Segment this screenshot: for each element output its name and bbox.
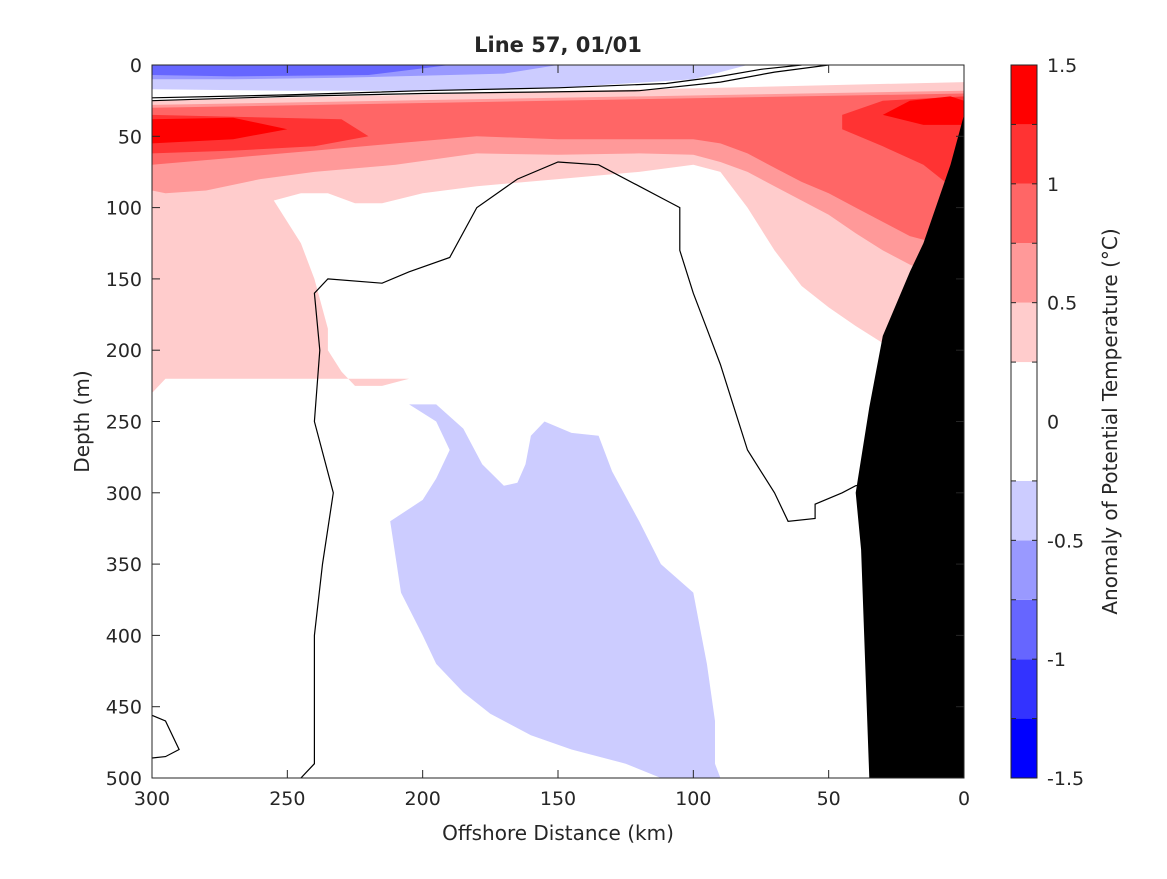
y-axis-label: Depth (m)	[70, 370, 94, 472]
zero-contour-line	[300, 161, 883, 778]
x-tick-label: 50	[817, 788, 841, 810]
colorbar-swatch-neg_faint	[1011, 480, 1037, 541]
colorbar-tick-label: -1	[1047, 649, 1066, 671]
x-tick-label: 100	[675, 788, 711, 810]
x-axis-ticks: 300 250 200 150 100 50 0	[134, 65, 970, 810]
colorbar-frame	[1010, 64, 1038, 779]
contour-region-pos_deep	[882, 96, 964, 125]
y-tick-label: 100	[106, 198, 142, 220]
contour-region-neg_faint	[390, 404, 721, 778]
colorbar-tick-label: 1.5	[1047, 55, 1077, 77]
colorbar-tick-label: -0.5	[1047, 530, 1084, 552]
colorbar-swatch-pos_faint	[1011, 302, 1037, 363]
colorbar	[1010, 64, 1038, 779]
y-tick-label: 250	[106, 412, 142, 434]
contour-region-neg_mid	[152, 65, 450, 77]
y-tick-label: 350	[106, 554, 142, 576]
x-tick-label: 0	[958, 788, 970, 810]
y-tick-label: 200	[106, 340, 142, 362]
colorbar-tick-label: 0	[1047, 412, 1059, 434]
y-tick-label: 500	[106, 768, 142, 790]
colorbar-tick-label: 0.5	[1047, 293, 1077, 315]
colorbar-swatch-pos_deep	[1011, 65, 1037, 125]
x-axis-label: Offshore Distance (km)	[442, 821, 674, 845]
bathymetry-seafloor	[855, 114, 964, 778]
colorbar-tick-label: -1.5	[1047, 768, 1084, 790]
zero-contour-lines	[152, 65, 883, 778]
colorbar-swatch-neg_mid	[1011, 599, 1037, 660]
contour-region-pos_deep	[152, 117, 288, 144]
plot-area	[152, 65, 964, 778]
x-tick-label: 200	[405, 788, 441, 810]
x-tick-label: 300	[134, 788, 170, 810]
y-tick-label: 300	[106, 483, 142, 505]
y-tick-label: 450	[106, 697, 142, 719]
contour-regions	[152, 65, 964, 778]
y-tick-label: 0	[130, 55, 142, 77]
y-tick-label: 400	[106, 625, 142, 647]
colorbar-swatch-neg_deep	[1011, 718, 1037, 778]
y-tick-label: 50	[118, 126, 142, 148]
x-tick-label: 150	[540, 788, 576, 810]
zero-contour-line	[152, 714, 180, 759]
zero-contour-line	[152, 65, 802, 99]
colorbar-swatch-neg_strong	[1011, 659, 1037, 719]
y-axis-ticks: 0 50 100 150 200 250 300 350 400 450 500	[106, 55, 964, 790]
x-tick-label: 250	[269, 788, 305, 810]
bathymetry-layer	[855, 114, 964, 778]
colorbar-label: Anomaly of Potential Temperature (°C)	[1098, 228, 1122, 614]
colorbar-swatch-neg_light	[1011, 540, 1037, 600]
colorbar-swatch-neutral	[1011, 362, 1037, 481]
zero-contour-line	[152, 65, 829, 102]
colorbar-swatch-pos_strong	[1011, 124, 1037, 184]
chart-title: Line 57, 01/01	[474, 33, 642, 57]
colorbar-swatch-pos_mid	[1011, 183, 1037, 244]
colorbar-ticks: 1.5 1 0.5 0 -0.5 -1 -1.5	[1047, 55, 1084, 790]
y-tick-label: 150	[106, 269, 142, 291]
colorbar-tick-label: 1	[1047, 174, 1059, 196]
colorbar-swatch-pos_light	[1011, 243, 1037, 303]
